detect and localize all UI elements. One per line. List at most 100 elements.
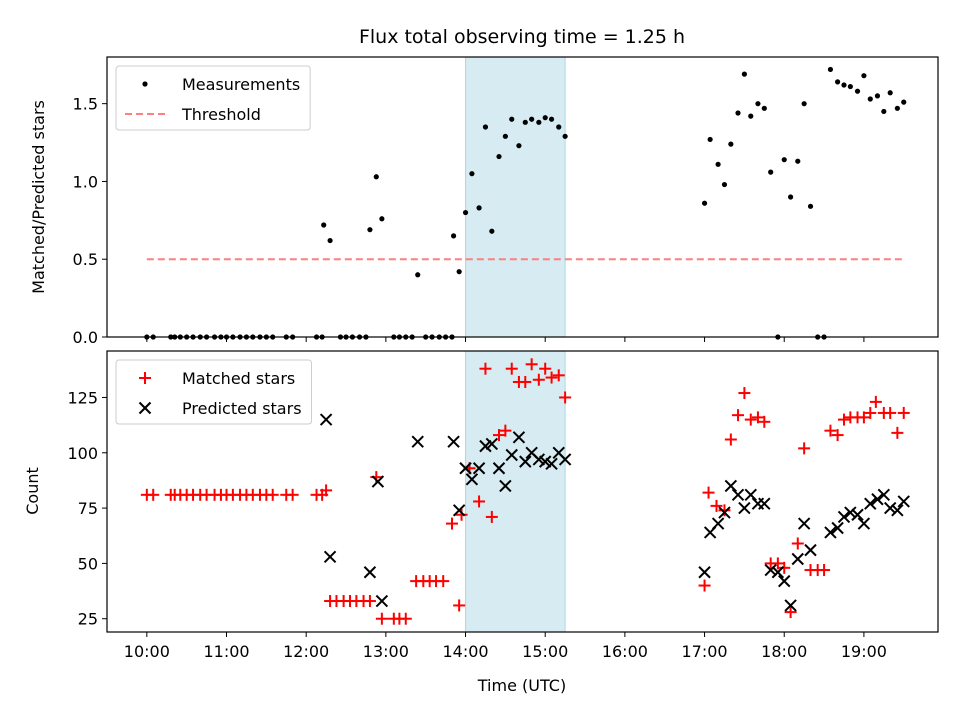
matched-star-marker bbox=[532, 373, 545, 386]
predicted-star-marker bbox=[851, 508, 864, 521]
measurement-point bbox=[788, 194, 794, 200]
predicted-star-marker bbox=[724, 479, 738, 493]
matched-star-marker bbox=[545, 371, 558, 384]
observing-span bbox=[465, 57, 566, 337]
x-stroke bbox=[525, 446, 538, 459]
x-stroke bbox=[698, 566, 711, 579]
matched-star-marker bbox=[738, 387, 751, 400]
x-stroke bbox=[512, 431, 526, 444]
matched-star-marker bbox=[363, 595, 376, 608]
measurement-point bbox=[854, 88, 861, 94]
predicted-star-marker bbox=[492, 462, 506, 475]
predicted-star-marker bbox=[711, 517, 725, 530]
x-stroke bbox=[499, 479, 512, 493]
matched-star-marker bbox=[399, 612, 412, 625]
predicted-star-marker bbox=[784, 599, 797, 612]
matched-star-marker bbox=[758, 415, 771, 428]
y-tick-label: 1.5 bbox=[73, 95, 98, 114]
matched-star-marker bbox=[559, 391, 572, 404]
matched-star-marker bbox=[473, 495, 486, 508]
measurement-point bbox=[482, 124, 489, 130]
measurement-point bbox=[894, 105, 900, 111]
x-stroke bbox=[857, 517, 871, 530]
y-tick-label: 0.0 bbox=[73, 328, 98, 347]
measurement-point bbox=[462, 209, 469, 216]
predicted-star-marker bbox=[371, 475, 385, 488]
measurement-point bbox=[321, 222, 327, 228]
measurement-point bbox=[768, 169, 774, 175]
y-tick-label: 25 bbox=[78, 610, 98, 629]
matched-star-marker bbox=[702, 486, 715, 499]
matched-star-marker bbox=[864, 406, 877, 419]
x-stroke bbox=[731, 488, 745, 502]
measurement-point bbox=[701, 200, 708, 206]
matched-star-marker bbox=[824, 424, 837, 437]
x-stroke bbox=[447, 435, 460, 448]
x-stroke bbox=[804, 543, 817, 557]
measurement-point bbox=[721, 181, 728, 188]
predicted-star-marker bbox=[797, 517, 811, 530]
measurement-point bbox=[489, 228, 495, 234]
x-tick-label: 15:00 bbox=[522, 642, 568, 661]
count-panel: 25 50 75 100 125 10:00 11:00 12:00 13:00 14:00 15:… bbox=[23, 350, 939, 661]
measurement-point bbox=[841, 82, 847, 88]
predicted-star-marker bbox=[778, 574, 791, 588]
measurement-point bbox=[509, 116, 515, 122]
x-stroke bbox=[538, 455, 552, 468]
x-stroke bbox=[891, 504, 904, 517]
measurement-point bbox=[548, 116, 555, 122]
measurement-point bbox=[529, 116, 535, 122]
measurement-point bbox=[476, 205, 482, 211]
matched-star-marker bbox=[778, 561, 791, 574]
matched-star-marker bbox=[718, 504, 731, 517]
measurement-point bbox=[379, 216, 385, 222]
y-tick-label: 125 bbox=[67, 388, 98, 407]
x-stroke bbox=[459, 462, 472, 475]
measurement-point bbox=[728, 141, 734, 147]
predicted-star-marker bbox=[731, 488, 745, 502]
predicted-star-marker bbox=[545, 457, 558, 471]
measurement-point bbox=[456, 269, 462, 275]
x-stroke bbox=[778, 574, 791, 588]
y-tick-label: 50 bbox=[78, 554, 98, 573]
x-stroke bbox=[558, 453, 572, 466]
predicted-star-marker bbox=[897, 495, 910, 508]
axes-frame bbox=[106, 56, 939, 338]
measurement-point bbox=[795, 158, 801, 164]
measurement-point bbox=[881, 108, 887, 115]
matched-star-marker bbox=[751, 411, 764, 424]
matched-star-marker bbox=[286, 488, 299, 501]
matched-star-marker bbox=[869, 395, 882, 408]
predicted-star-marker bbox=[771, 566, 785, 579]
matched-star-marker bbox=[837, 413, 850, 426]
legend-box bbox=[115, 359, 313, 425]
predicted-star-marker bbox=[472, 462, 486, 475]
predicted-star-marker bbox=[831, 521, 844, 535]
matched-star-marker bbox=[732, 409, 745, 422]
measurement-point bbox=[735, 110, 741, 116]
matched-star-marker bbox=[771, 557, 784, 570]
x-axis-label: Time (UTC) bbox=[477, 676, 566, 695]
legend-label: Matched stars bbox=[182, 369, 295, 388]
y-tick-label: 100 bbox=[67, 444, 98, 463]
measurement-point bbox=[741, 71, 747, 77]
predicted-star-marker bbox=[864, 497, 877, 510]
x-stroke bbox=[411, 435, 424, 448]
x-tick-label: 12:00 bbox=[283, 642, 329, 661]
x-stroke bbox=[711, 517, 725, 530]
measurement-point bbox=[748, 113, 754, 119]
axes-frame bbox=[106, 350, 939, 633]
x-stroke bbox=[791, 552, 804, 566]
measurement-point bbox=[327, 237, 333, 244]
matched-star-marker bbox=[485, 510, 498, 523]
matched-star-marker bbox=[455, 508, 468, 521]
measurement-point bbox=[542, 115, 548, 121]
measurement-point bbox=[707, 136, 713, 143]
matched-star-marker bbox=[897, 406, 910, 419]
predicted-star-marker bbox=[319, 413, 333, 426]
matched-star-marker bbox=[479, 362, 492, 375]
y-tick-label: 1.0 bbox=[73, 172, 98, 191]
x-stroke bbox=[138, 401, 152, 415]
measurement-point bbox=[715, 161, 721, 167]
